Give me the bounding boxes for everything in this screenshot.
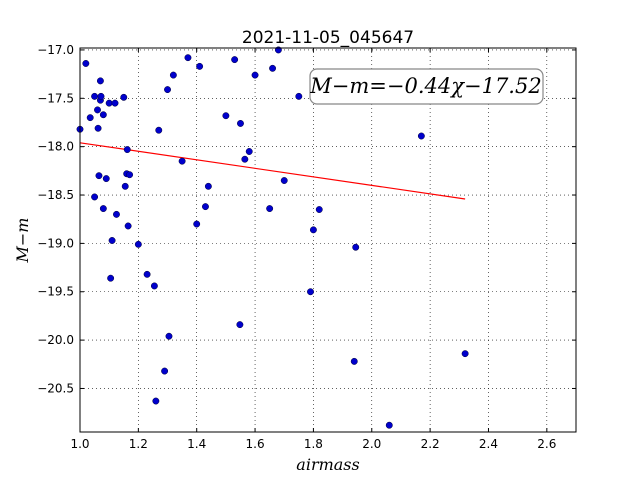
y-tick-label: −19.5: [37, 285, 74, 299]
x-tick-label: 1.2: [129, 437, 148, 451]
x-tick-label: 1.0: [70, 437, 89, 451]
data-point: [124, 222, 132, 230]
annotation-box: [309, 68, 544, 105]
data-point: [350, 357, 358, 365]
y-tick-label: −18.5: [37, 188, 74, 202]
data-point: [165, 332, 173, 340]
data-point: [193, 220, 201, 228]
data-point: [461, 350, 469, 358]
data-point: [120, 93, 128, 101]
data-point: [86, 114, 94, 122]
y-tick-label: −18.0: [37, 140, 74, 154]
data-point: [107, 274, 115, 282]
data-point: [309, 226, 317, 234]
data-point: [315, 206, 323, 213]
data-point: [161, 367, 169, 375]
data-point: [102, 175, 110, 183]
chart-title: 2021-11-05_045647: [242, 28, 414, 48]
y-tick-label: −19.0: [37, 236, 74, 250]
data-point: [97, 92, 105, 100]
data-point: [251, 71, 259, 79]
data-point: [417, 132, 425, 140]
data-point: [269, 64, 277, 72]
data-point: [280, 177, 288, 184]
data-point: [91, 193, 99, 201]
data-point: [91, 92, 99, 100]
data-point: [121, 182, 129, 190]
data-point: [266, 205, 274, 213]
data-point: [178, 157, 186, 165]
x-tick-label: 2.4: [479, 437, 498, 451]
data-point: [99, 205, 107, 213]
x-axis-label: airmass: [296, 455, 359, 474]
data-point: [126, 171, 134, 179]
fit-annotation: M−m=−0.44χ−17.52: [309, 68, 544, 105]
data-point: [152, 397, 160, 405]
axis-ticks: 1.0 1.2 1.4 1.6 1.8 2.0 2.2 2.4 2.6 −17.0 −17.5 −18…: [37, 43, 576, 451]
y-tick-label: −20.5: [37, 381, 74, 395]
annotation-text: M−m=−0.44χ−17.52: [309, 74, 541, 98]
data-point: [155, 126, 163, 134]
x-tick-label: 1.8: [304, 437, 323, 451]
plot-area-frame: [79, 47, 577, 433]
data-point: [352, 243, 360, 251]
data-point: [94, 124, 102, 132]
data-point: [99, 111, 107, 119]
y-tick-label: −20.0: [37, 333, 74, 347]
y-tick-label: −17.0: [37, 43, 74, 57]
data-point: [111, 99, 119, 107]
data-point: [96, 77, 104, 85]
data-point: [385, 421, 393, 429]
data-point: [204, 182, 212, 190]
grid-lines: [79, 48, 576, 432]
data-point: [196, 62, 204, 70]
data-point: [295, 92, 303, 100]
data-point: [134, 240, 142, 248]
data-point: [108, 237, 116, 244]
x-tick-label: 2.6: [537, 437, 556, 451]
x-tick-label: 1.6: [246, 437, 265, 451]
data-point: [113, 210, 120, 218]
data-point: [94, 106, 101, 114]
data-point: [95, 172, 103, 180]
data-point: [184, 54, 192, 62]
x-tick-label: 2.0: [362, 437, 381, 451]
data-point: [164, 86, 171, 94]
y-tick-label: −17.5: [37, 91, 74, 105]
data-point: [222, 112, 230, 120]
x-tick-label: 1.4: [187, 437, 206, 451]
data-point: [307, 288, 314, 296]
data-point: [123, 146, 131, 154]
data-point: [169, 71, 177, 79]
data-point: [82, 60, 90, 67]
data-point: [105, 99, 113, 107]
fit-line-group: [79, 142, 466, 200]
data-point: [245, 148, 253, 155]
data-points: [76, 46, 469, 429]
data-point: [150, 282, 158, 290]
data-point: [241, 155, 249, 163]
data-point: [202, 203, 209, 211]
fit-line: [79, 142, 466, 200]
data-point: [236, 321, 244, 329]
data-point: [237, 119, 244, 127]
data-point: [231, 56, 239, 64]
x-tick-label: 2.2: [421, 437, 440, 451]
y-axis-label: M−m: [13, 218, 32, 264]
data-point: [143, 270, 151, 278]
